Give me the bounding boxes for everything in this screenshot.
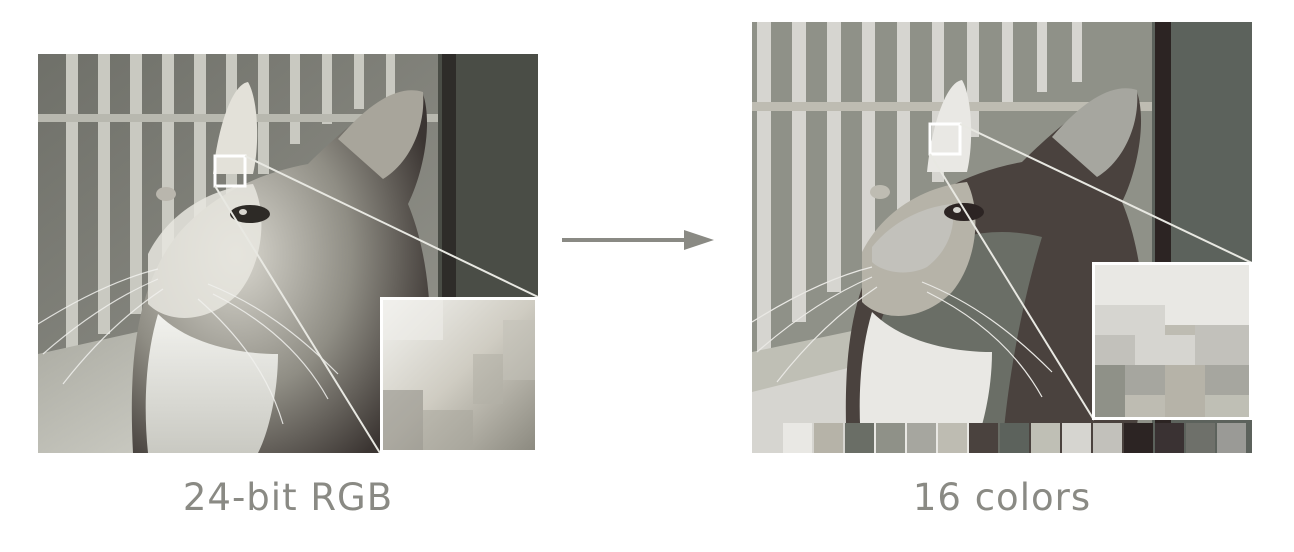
palette-swatch — [1093, 423, 1122, 453]
palette-swatch — [907, 423, 936, 453]
caption-16-colors: 16 colors — [912, 476, 1092, 519]
palette-swatch — [1186, 423, 1215, 453]
photo-24bit-rgb — [38, 54, 538, 453]
palette-swatch — [969, 423, 998, 453]
palette-swatch — [1062, 423, 1091, 453]
palette-swatch — [1000, 423, 1029, 453]
color-palette — [783, 423, 1246, 453]
cat-photo-24bit — [38, 54, 538, 453]
palette-swatch — [1124, 423, 1153, 453]
palette-swatch — [845, 423, 874, 453]
right-arrow-icon — [562, 230, 714, 250]
palette-swatch — [1031, 423, 1060, 453]
palette-swatch — [938, 423, 967, 453]
palette-swatch — [1155, 423, 1184, 453]
cat-photo-16-colors — [752, 22, 1252, 453]
palette-swatch — [876, 423, 905, 453]
caption-24bit-rgb: 24-bit RGB — [182, 476, 394, 519]
palette-swatch — [1217, 423, 1246, 453]
photo-16-colors — [752, 22, 1252, 453]
palette-swatch — [783, 423, 812, 453]
palette-swatch — [814, 423, 843, 453]
